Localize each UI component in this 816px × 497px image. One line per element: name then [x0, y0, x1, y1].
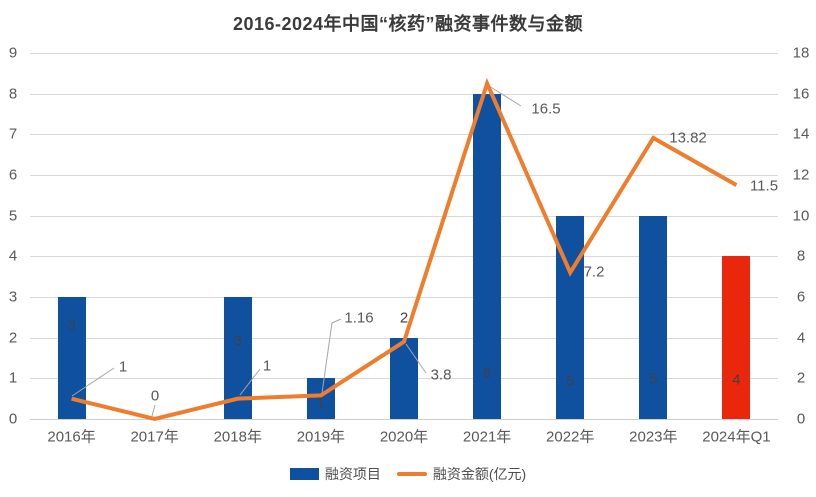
right-axis-tick: 16: [792, 85, 810, 103]
bar-value-label: 4: [732, 371, 741, 389]
legend-bar-swatch-icon: [289, 468, 319, 480]
bar-value-label: 3: [233, 332, 242, 350]
right-axis-tick: 4: [796, 329, 806, 347]
bar-value-label: 8: [482, 364, 492, 382]
bar-2019年: [306, 378, 335, 419]
gridline: [30, 93, 778, 95]
right-axis-tick: 12: [792, 166, 810, 184]
bar-value-label: 2: [399, 309, 409, 327]
bar-value-label: 1: [316, 394, 326, 412]
leader-line: [405, 343, 427, 374]
right-axis-tick: 10: [792, 207, 810, 225]
legend-bar-label: 融资项目: [324, 466, 381, 482]
line-value-label: 13.82: [669, 129, 707, 147]
x-axis-line: [30, 419, 778, 420]
left-axis-tick: 7: [8, 125, 18, 143]
left-axis-tick: 8: [8, 85, 18, 103]
x-axis-label: 2017年: [130, 428, 179, 446]
left-axis-tick: 4: [8, 247, 18, 265]
amount-line-series: [71, 77, 738, 422]
leader-line: [488, 85, 522, 107]
line-value-label: 3.8: [430, 366, 452, 384]
chart-title: 2016-2024年中国“核药”融资事件数与金额: [232, 14, 584, 34]
bar-2021年: [473, 93, 502, 419]
x-axis-label: 2016年: [47, 428, 96, 446]
legend-line-swatch-icon: [396, 472, 427, 476]
bar-2023年: [639, 215, 668, 419]
right-axis-tick: 2: [796, 369, 806, 387]
left-axis-tick: 5: [8, 207, 18, 225]
legend: 融资项目 融资金额(亿元): [0, 462, 816, 486]
x-axis-label: 2019年: [296, 428, 346, 446]
line-value-label: 11.5: [749, 177, 779, 195]
left-axis-tick: 0: [8, 410, 18, 428]
gridline: [30, 134, 778, 136]
right-axis-tick: 6: [796, 288, 806, 306]
leader-line: [321, 318, 342, 394]
x-axis-label: 2024年Q1: [702, 428, 771, 446]
line-value-label: 7.2: [583, 263, 605, 281]
gridline: [30, 175, 778, 176]
right-axis-tick: 18: [792, 44, 810, 62]
bar-value-label: 5: [566, 372, 575, 390]
leader-line: [71, 367, 115, 397]
x-axis-label: 2023年: [629, 428, 678, 446]
left-axis-tick: 1: [8, 369, 18, 387]
x-axis-label: 2022年: [546, 428, 595, 446]
gridline: [30, 53, 778, 54]
gridline: [30, 297, 778, 298]
x-axis-label: 2020年: [379, 428, 429, 446]
gridline: [30, 215, 778, 217]
line-value-label: 0: [150, 387, 160, 405]
bar-2024年Q1: [722, 256, 751, 419]
bar-2016年: [57, 297, 86, 419]
line-value-label: 16.5: [531, 100, 561, 118]
x-axis-label: 2021年: [462, 428, 512, 446]
right-axis-tick: 14: [792, 125, 810, 143]
left-axis-tick: 3: [8, 288, 18, 306]
line-value-label: 1.16: [344, 309, 374, 327]
bar-value-label: 5: [649, 370, 658, 388]
legend-line-label: 融资金额(亿元): [432, 466, 527, 482]
line-value-label: 1: [118, 358, 128, 376]
left-axis-tick: 2: [8, 329, 18, 347]
leader-line: [151, 404, 156, 417]
x-axis-label: 2018年: [213, 428, 262, 446]
bar-2020年: [390, 337, 418, 419]
right-axis-tick: 0: [796, 410, 806, 428]
right-axis-tick: 8: [796, 247, 806, 265]
left-axis-tick: 6: [8, 166, 18, 184]
leader-line: [239, 368, 261, 396]
left-axis-tick: 9: [8, 44, 18, 62]
line-value-label: 1: [262, 357, 272, 375]
gridline: [30, 256, 778, 258]
bar-value-label: 3: [67, 316, 76, 334]
